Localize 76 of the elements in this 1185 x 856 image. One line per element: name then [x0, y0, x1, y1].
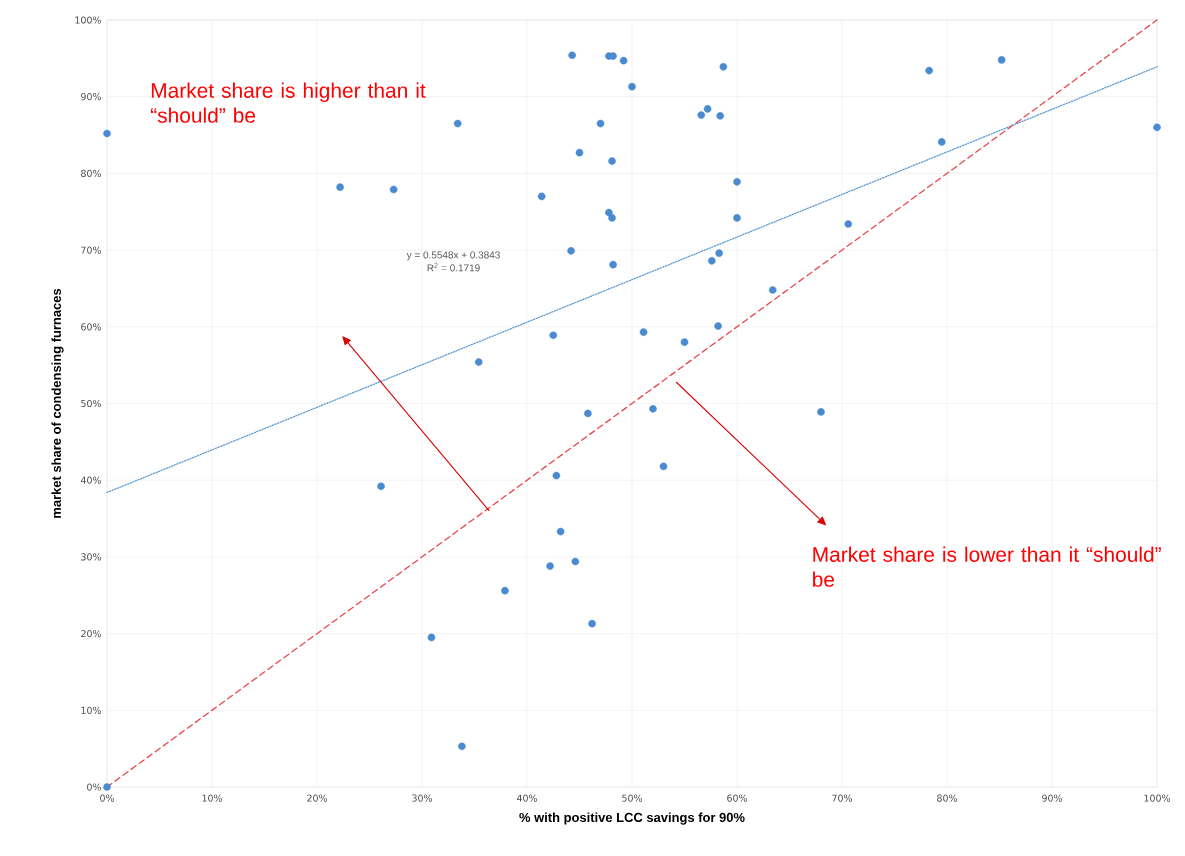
x-tick-label: 50% — [622, 794, 642, 802]
point — [733, 178, 741, 186]
point — [584, 409, 592, 418]
point — [103, 129, 111, 138]
point — [568, 51, 576, 60]
point — [571, 557, 580, 566]
x-tick-label: 90% — [1042, 794, 1062, 802]
annotation: y = 0.5548x + 0.3843 — [406, 251, 500, 261]
x-tick-label: 30% — [412, 794, 432, 802]
point — [619, 56, 628, 65]
point — [588, 619, 596, 628]
point — [575, 148, 584, 157]
y-tick-label: 0% — [87, 783, 101, 791]
point — [377, 482, 385, 491]
point — [925, 66, 933, 75]
point — [427, 633, 436, 642]
point — [714, 322, 722, 330]
point — [817, 408, 825, 416]
point — [501, 586, 509, 595]
x-tick-label: 60% — [727, 794, 747, 802]
y-tick-label: 30% — [81, 553, 101, 561]
point — [549, 331, 558, 340]
point — [336, 183, 344, 191]
point — [608, 157, 616, 165]
y-axis-title: market share of condensing furnaces — [51, 288, 64, 518]
point — [703, 105, 712, 113]
point — [389, 185, 398, 194]
point — [716, 112, 724, 120]
point — [680, 338, 689, 346]
x-tick-label: 0% — [100, 794, 114, 802]
point — [609, 260, 617, 269]
point — [537, 192, 546, 201]
x-tick-label: 10% — [202, 794, 222, 802]
y-tick-label: 40% — [80, 476, 101, 484]
point — [649, 405, 657, 413]
x-tick-label: 100% — [1144, 794, 1170, 802]
point — [719, 62, 728, 71]
x-tick-label: 80% — [937, 794, 957, 802]
point — [733, 214, 741, 222]
point — [715, 249, 723, 257]
point — [997, 56, 1006, 64]
point — [546, 562, 554, 570]
point — [639, 328, 648, 336]
point — [556, 527, 565, 536]
x-tick-label: 40% — [516, 794, 537, 802]
point — [103, 783, 111, 791]
x-tick-label: 70% — [832, 794, 852, 802]
point — [937, 138, 946, 146]
point — [474, 358, 483, 366]
point — [697, 111, 706, 119]
annotation: R$^{2}$ = 0.1719 — [427, 262, 480, 272]
x-tick-label: 20% — [307, 794, 327, 802]
annotation: Market share is higher than it “should” be — [150, 82, 426, 123]
point — [768, 286, 777, 294]
x-axis-title: % with positive LCC savings for 90% — [519, 812, 745, 825]
point — [605, 208, 613, 217]
point — [567, 247, 575, 255]
point — [708, 257, 716, 265]
y-tick-label: 70% — [81, 246, 101, 254]
point — [1153, 123, 1161, 132]
point — [453, 119, 462, 128]
point — [659, 462, 668, 471]
annotation: Market share is lower than it “should” be — [813, 546, 1161, 587]
y-tick-label: 90% — [81, 93, 101, 101]
y-tick-label: 10% — [81, 706, 101, 714]
point — [628, 82, 636, 91]
y-tick-label: 50% — [81, 399, 101, 408]
y-tick-label: 80% — [81, 169, 101, 177]
y-tick-label: 100% — [75, 16, 101, 24]
y-tick-label: 20% — [81, 630, 101, 638]
point — [844, 220, 853, 228]
y-tick-label: 60% — [81, 323, 101, 331]
point — [596, 119, 605, 128]
point — [552, 471, 561, 480]
point — [608, 214, 616, 222]
point — [458, 742, 466, 751]
